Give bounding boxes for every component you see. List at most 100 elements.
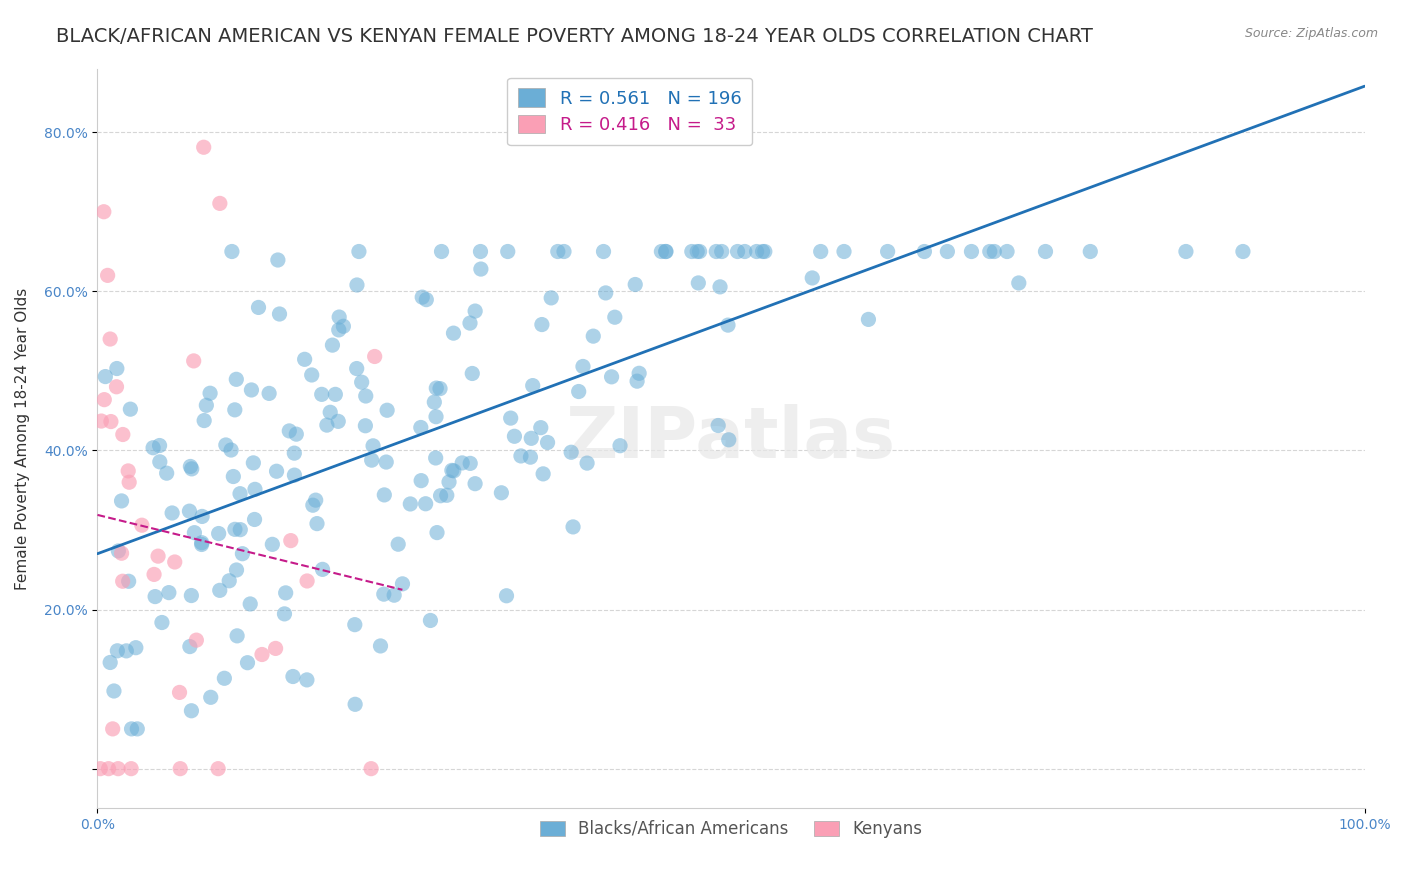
Point [496, 244, 519, 259]
Point [425, 450, 447, 465]
Point [131, 518, 153, 533]
Point [429, 489, 451, 503]
Point [295, 673, 318, 687]
Point [120, 402, 142, 417]
Point [179, 459, 201, 474]
Point [592, 244, 614, 259]
Point [143, 567, 166, 582]
Point [426, 525, 449, 540]
Point [101, 722, 124, 736]
Point [332, 319, 354, 334]
Point [219, 443, 242, 458]
Point [115, 644, 138, 658]
Point [281, 669, 304, 683]
Text: BLACK/AFRICAN AMERICAN VS KENYAN FEMALE POVERTY AMONG 18-24 YEAR OLDS CORRELATIO: BLACK/AFRICAN AMERICAN VS KENYAN FEMALE … [56, 27, 1092, 45]
Point [193, 413, 215, 427]
Point [1078, 244, 1101, 259]
Point [510, 449, 533, 463]
Point [142, 441, 165, 455]
Point [143, 590, 166, 604]
Point [97, 762, 120, 776]
Point [876, 244, 898, 259]
Point [582, 329, 605, 343]
Point [832, 244, 855, 259]
Point [328, 323, 350, 337]
Point [243, 483, 266, 497]
Point [576, 456, 599, 470]
Point [624, 277, 647, 292]
Point [626, 374, 648, 388]
Point [180, 704, 202, 718]
Point [704, 244, 727, 259]
Point [654, 244, 676, 259]
Point [200, 690, 222, 705]
Point [93, 392, 115, 407]
Point [650, 244, 672, 259]
Point [751, 244, 773, 259]
Point [193, 140, 215, 154]
Point [553, 244, 575, 259]
Point [186, 633, 208, 648]
Point [179, 640, 201, 654]
Point [470, 262, 492, 277]
Point [734, 244, 756, 259]
Point [294, 352, 316, 367]
Point [562, 520, 585, 534]
Point [458, 316, 481, 330]
Point [495, 589, 517, 603]
Point [1232, 244, 1254, 259]
Point [519, 450, 541, 465]
Point [979, 244, 1001, 259]
Point [283, 446, 305, 460]
Point [229, 486, 252, 500]
Point [273, 607, 295, 621]
Point [572, 359, 595, 374]
Point [302, 498, 325, 512]
Point [912, 244, 935, 259]
Point [443, 464, 465, 478]
Point [285, 427, 308, 442]
Point [146, 549, 169, 563]
Point [266, 464, 288, 478]
Point [179, 504, 201, 518]
Legend: Blacks/African Americans, Kenyans: Blacks/African Americans, Kenyans [533, 814, 929, 845]
Point [346, 361, 368, 376]
Point [107, 544, 129, 558]
Point [936, 244, 959, 259]
Point [717, 433, 740, 447]
Point [710, 244, 733, 259]
Point [195, 398, 218, 412]
Point [440, 463, 463, 477]
Point [655, 244, 678, 259]
Point [960, 244, 983, 259]
Point [411, 474, 433, 488]
Point [470, 244, 492, 259]
Point [222, 469, 245, 483]
Point [536, 435, 558, 450]
Point [120, 762, 142, 776]
Point [451, 456, 474, 470]
Point [105, 380, 128, 394]
Point [745, 244, 768, 259]
Point [208, 583, 231, 598]
Point [105, 644, 128, 658]
Point [328, 414, 350, 428]
Point [111, 574, 134, 589]
Point [305, 493, 328, 508]
Point [301, 368, 323, 382]
Point [373, 587, 395, 601]
Point [603, 310, 626, 325]
Point [191, 509, 214, 524]
Point [399, 497, 422, 511]
Point [157, 585, 180, 599]
Point [243, 512, 266, 526]
Point [425, 381, 447, 395]
Point [117, 464, 139, 478]
Point [343, 617, 366, 632]
Point [531, 467, 554, 481]
Point [257, 386, 280, 401]
Point [560, 445, 582, 459]
Point [568, 384, 591, 399]
Point [156, 466, 179, 480]
Point [350, 375, 373, 389]
